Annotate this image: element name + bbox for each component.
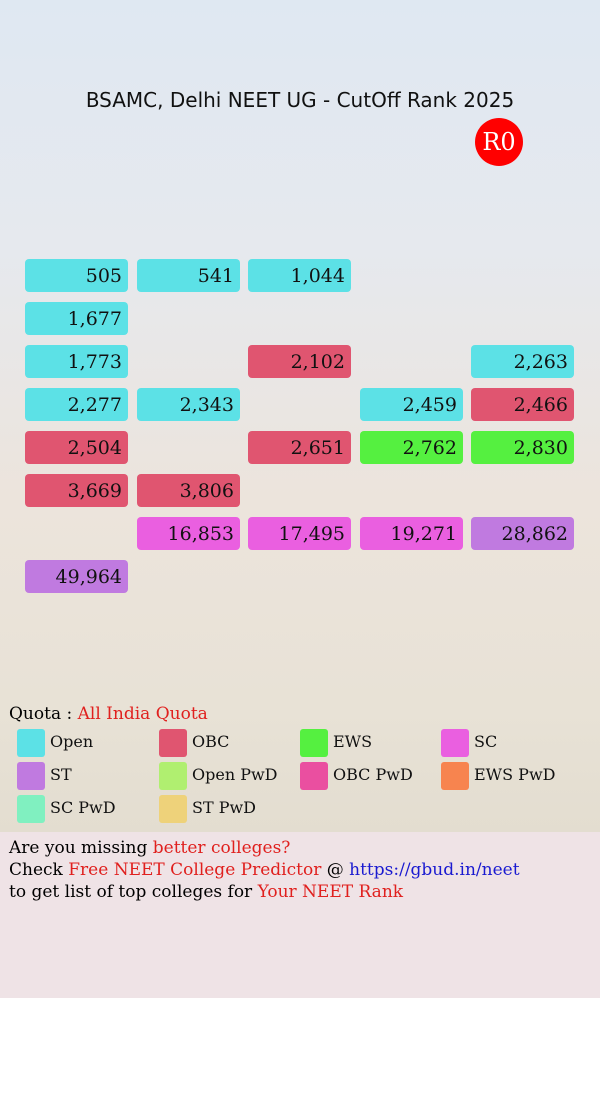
footer-text: Free NEET College Predictor (68, 860, 322, 880)
rank-cell: 3,669 (25, 474, 128, 507)
rank-cell: 2,651 (248, 431, 351, 464)
rank-cell: 2,102 (248, 345, 351, 378)
footer-line: Check Free NEET College Predictor @ http… (9, 860, 520, 880)
legend-swatch (159, 762, 187, 790)
legend-label: EWS (333, 732, 373, 751)
legend-label: SC PwD (50, 798, 116, 817)
quota-label: Quota : (9, 704, 78, 724)
footer-line: Are you missing better colleges? (9, 838, 290, 858)
rank-cell: 49,964 (25, 560, 128, 593)
rank-cell: 17,495 (248, 517, 351, 550)
legend-label: Open (50, 732, 94, 751)
rank-cell: 3,806 (137, 474, 240, 507)
footer-text: Check (9, 860, 69, 880)
rank-cell: 28,862 (471, 517, 574, 550)
legend-swatch (441, 762, 469, 790)
footer-text: Are you missing (9, 838, 153, 858)
rank-cell: 1,677 (25, 302, 128, 335)
legend-label: ST (50, 765, 72, 784)
legend-swatch (17, 795, 45, 823)
footer-text: @ (321, 860, 350, 880)
quota: Quota : All India Quota (9, 704, 208, 724)
legend-swatch (159, 729, 187, 757)
legend-swatch (300, 762, 328, 790)
rank-cell: 541 (137, 259, 240, 292)
rank-cell: 2,343 (137, 388, 240, 421)
footer-text: https://gbud.in/neet (349, 860, 520, 880)
rank-cell: 2,504 (25, 431, 128, 464)
rank-cell: 2,466 (471, 388, 574, 421)
legend-label: EWS PwD (474, 765, 556, 784)
title: BSAMC, Delhi NEET UG - CutOff Rank 2025 (85, 88, 515, 112)
legend-label: ST PwD (192, 798, 257, 817)
rank-cell: 19,271 (360, 517, 463, 550)
footer-line: to get list of top colleges for Your NEE… (9, 882, 403, 902)
footer-text: Your NEET Rank (257, 882, 404, 902)
rank-cell: 505 (25, 259, 128, 292)
round-badge: R0 (475, 118, 523, 166)
rank-cell: 2,762 (360, 431, 463, 464)
legend-swatch (300, 729, 328, 757)
legend-swatch (17, 729, 45, 757)
rank-cell: 2,459 (360, 388, 463, 421)
footer-text: better colleges? (152, 838, 291, 858)
legend-swatch (17, 762, 45, 790)
rank-cell: 2,277 (25, 388, 128, 421)
legend-label: SC (474, 732, 498, 751)
rank-cell: 2,263 (471, 345, 574, 378)
footer-panel (0, 832, 600, 998)
legend-swatch (159, 795, 187, 823)
rank-cell: 1,773 (25, 345, 128, 378)
legend-label: OBC (192, 732, 230, 751)
quota-value: All India Quota (77, 704, 208, 724)
rank-cell: 1,044 (248, 259, 351, 292)
legend-label: OBC PwD (333, 765, 413, 784)
footer-text: to get list of top colleges for (9, 882, 258, 902)
legend-swatch (441, 729, 469, 757)
legend-label: Open PwD (192, 765, 278, 784)
rank-cell: 2,830 (471, 431, 574, 464)
rank-cell: 16,853 (137, 517, 240, 550)
